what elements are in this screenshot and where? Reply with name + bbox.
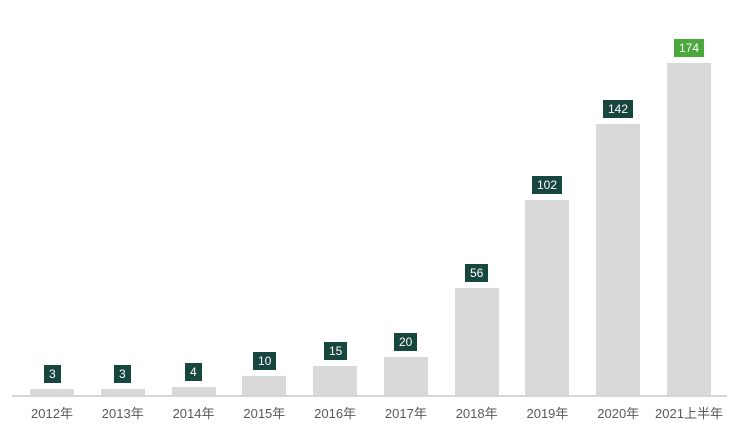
bar xyxy=(100,389,145,395)
bar-value-label: 142 xyxy=(603,100,634,118)
bar-value-label: 102 xyxy=(532,176,563,194)
x-axis-tick-label: 2018年 xyxy=(455,406,498,421)
x-axis-tick-label: 2015年 xyxy=(243,406,286,421)
bar xyxy=(313,366,358,395)
bar xyxy=(30,389,74,395)
x-axis-tick-label: 2014年 xyxy=(172,406,215,421)
bar xyxy=(383,357,428,395)
bar-value-label: 10 xyxy=(253,352,277,370)
x-axis-tick-label: 2013年 xyxy=(101,406,144,421)
x-axis-tick-label: 2016年 xyxy=(314,406,357,421)
bar xyxy=(596,124,641,395)
bar xyxy=(242,376,287,395)
bar-value-label: 15 xyxy=(324,342,348,360)
bar xyxy=(667,63,712,395)
bar-value-label: 174 xyxy=(674,39,705,57)
bar xyxy=(525,200,570,395)
x-axis-tick-label: 2020年 xyxy=(597,406,640,421)
bar-value-label: 3 xyxy=(114,365,131,383)
bar-value-label: 56 xyxy=(465,264,489,282)
x-axis-tick-label: 2019年 xyxy=(526,406,569,421)
x-axis-tick-label: 2017年 xyxy=(384,406,427,421)
bar xyxy=(171,387,216,395)
bar-value-label: 20 xyxy=(394,333,418,351)
bar xyxy=(454,288,499,395)
x-axis-tick-label: 2012年 xyxy=(31,406,73,421)
x-axis-line xyxy=(12,395,727,397)
x-axis-tick-label: 2021上半年 xyxy=(655,406,723,421)
bar-value-label: 4 xyxy=(185,363,202,381)
bar-value-label: 3 xyxy=(44,365,61,383)
